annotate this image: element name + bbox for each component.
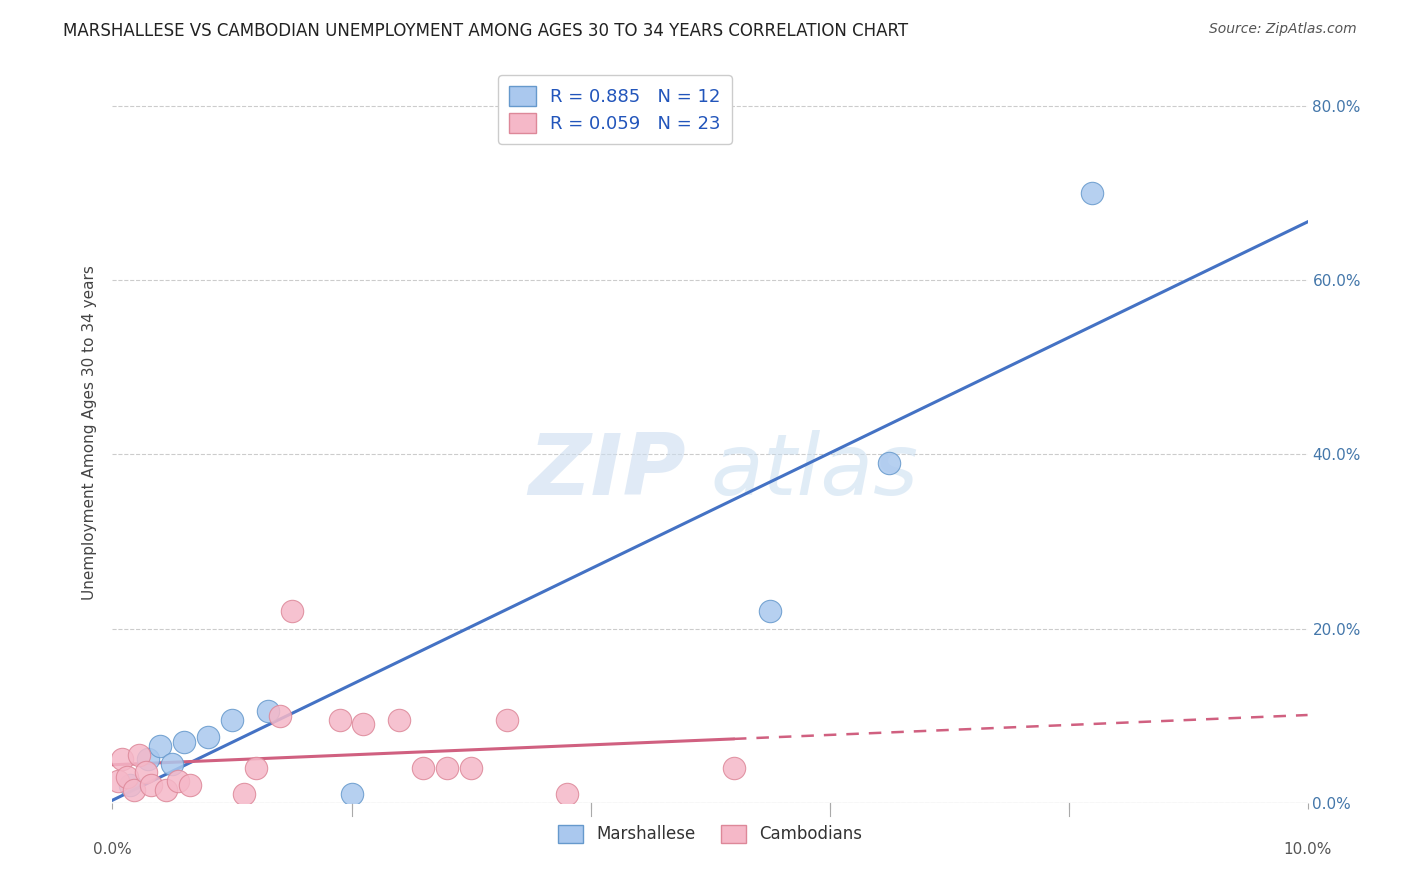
Point xyxy=(496,713,519,727)
Point xyxy=(388,713,411,727)
Text: MARSHALLESE VS CAMBODIAN UNEMPLOYMENT AMONG AGES 30 TO 34 YEARS CORRELATION CHAR: MARSHALLESE VS CAMBODIAN UNEMPLOYMENT AM… xyxy=(63,22,908,40)
Text: Source: ZipAtlas.com: Source: ZipAtlas.com xyxy=(1209,22,1357,37)
Point xyxy=(167,774,190,789)
Point xyxy=(111,752,134,766)
Point xyxy=(173,735,195,749)
Point xyxy=(245,761,267,775)
Point xyxy=(128,747,150,762)
Legend: Marshallese, Cambodians: Marshallese, Cambodians xyxy=(551,818,869,850)
Point xyxy=(122,782,145,797)
Point xyxy=(107,774,129,789)
Point xyxy=(120,778,142,792)
Text: atlas: atlas xyxy=(710,430,918,513)
Point xyxy=(759,604,782,618)
Point xyxy=(149,739,172,754)
Y-axis label: Unemployment Among Ages 30 to 34 years: Unemployment Among Ages 30 to 34 years xyxy=(82,265,97,600)
Point xyxy=(436,761,458,775)
Point xyxy=(460,761,482,775)
Point xyxy=(138,752,160,766)
Text: 10.0%: 10.0% xyxy=(1284,842,1331,857)
Text: ZIP: ZIP xyxy=(529,430,686,513)
Point xyxy=(329,713,352,727)
Point xyxy=(879,456,901,470)
Point xyxy=(412,761,434,775)
Point xyxy=(555,787,578,801)
Point xyxy=(197,731,219,745)
Point xyxy=(179,778,201,792)
Point xyxy=(155,782,177,797)
Point xyxy=(115,770,138,784)
Point xyxy=(233,787,256,801)
Text: 0.0%: 0.0% xyxy=(93,842,132,857)
Point xyxy=(162,756,183,771)
Point xyxy=(281,604,304,618)
Point xyxy=(340,787,363,801)
Point xyxy=(221,713,243,727)
Point xyxy=(139,778,162,792)
Point xyxy=(1081,186,1104,200)
Point xyxy=(723,761,745,775)
Point xyxy=(269,708,291,723)
Point xyxy=(135,765,157,780)
Point xyxy=(353,717,375,731)
Point xyxy=(257,704,280,718)
